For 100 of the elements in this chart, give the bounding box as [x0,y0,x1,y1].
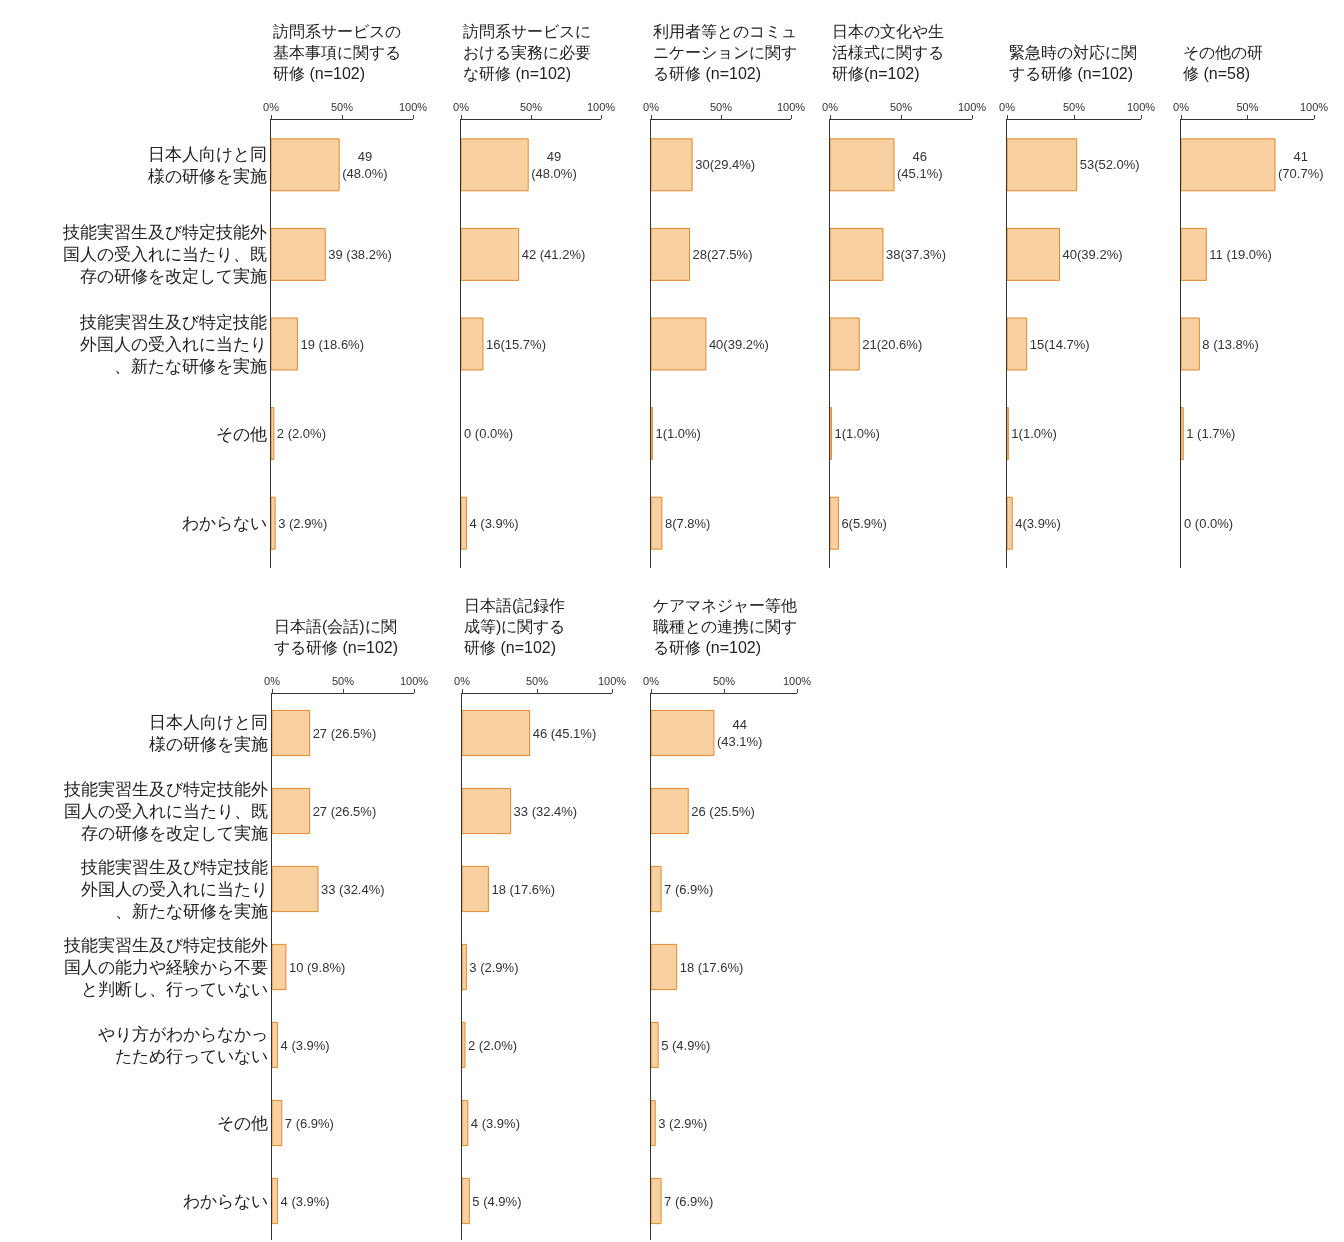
data-label: 4 (3.9%) [469,515,519,531]
x-tick-label: 50% [889,100,913,113]
data-label: 30(29.4%) [695,157,756,173]
x-tick-label: 100% [957,100,987,113]
chart-title: 日本語(会話)に関する研修 (n=102) [274,618,399,656]
data-label: 0 (0.0%) [464,426,514,442]
x-tick-label: 100% [398,100,428,113]
data-label: 4 (3.9%) [470,1115,520,1131]
bar [651,709,715,757]
bar [651,317,707,371]
x-tick-label: 100% [399,674,429,687]
x-tick-label: 100% [782,674,812,687]
data-label: 49 (48.0%) [531,148,577,181]
data-label: 4 (3.9%) [280,1037,330,1053]
y-tick-label: やり方がわからなかったため行っていない [97,1024,268,1066]
data-label: 5 (4.9%) [472,1193,522,1209]
bar [1181,317,1200,371]
data-label: 18 (17.6%) [679,959,744,975]
chart-title: ケアマネジャー等他職種との連携に関する研修 (n=102) [653,597,797,656]
bar [272,943,287,991]
x-tick-label: 100% [1299,100,1329,113]
bar [651,787,689,835]
x-tick-label: 0% [264,674,281,687]
data-label: 1 (1.7%) [1186,426,1236,442]
chart-title: 利用者等とのコミュニケーションに関する研修 (n=102) [653,23,797,82]
x-tick-label: 50% [1062,100,1086,113]
y-tick-label: その他 [216,1113,268,1133]
x-tick-label: 0% [1173,100,1190,113]
data-label: 28(27.5%) [692,246,753,262]
bar [271,407,275,461]
bar [651,1177,662,1225]
x-tick-label: 100% [586,100,616,113]
data-label: 18 (17.6%) [491,881,555,897]
data-label: 4 (3.9%) [280,1193,330,1209]
data-label: 5 (4.9%) [661,1037,711,1053]
x-tick-label: 50% [519,100,543,113]
x-tick-label: 100% [597,674,627,687]
bar [462,1177,470,1225]
data-label: 1(1.0%) [655,426,701,442]
x-tick-label: 50% [712,674,736,687]
data-label: 26 (25.5%) [691,803,755,819]
y-tick-label: 技能実習生及び特定技能外国人の受入れに当たり、既存の研修を改定して実施 [61,223,267,287]
data-label: 49 (48.0%) [342,148,388,181]
bar [462,943,467,991]
bar [462,865,489,913]
data-label: 44 (43.1%) [716,717,763,749]
chart-title: 訪問系サービスの基本事項に関する研修 (n=102) [273,23,401,82]
x-tick-label: 0% [643,100,660,113]
x-tick-label: 0% [999,100,1016,113]
chart-title: 日本の文化や生活様式に関する研修(n=102) [832,23,944,82]
x-tick-label: 50% [331,674,355,687]
data-label: 39 (38.2%) [328,246,392,262]
x-tick-label: 50% [1236,100,1259,113]
bar [830,138,895,192]
data-label: 3 (2.9%) [278,515,328,531]
y-tick-label: わからない [181,514,267,534]
y-tick-label: わからない [182,1191,268,1211]
chart-title: その他の研修 (n=58) [1183,44,1263,82]
bar [651,1099,656,1147]
data-label: 0 (0.0%) [1184,515,1234,531]
data-label: 2 (2.0%) [276,426,326,442]
data-label: 1(1.0%) [834,426,880,442]
bar [461,496,467,550]
bar [1007,317,1028,371]
y-tick-label: 技能実習生及び特定技能外国人の受入れに当たり、新たな研修を実施 [78,312,267,377]
bar [271,496,276,550]
y-tick-label: 日本人向けと同様の研修を実施 [147,144,267,186]
bar [272,1177,279,1225]
x-tick-label: 50% [330,100,354,113]
data-label: 27 (26.5%) [312,725,377,741]
bar [461,138,529,192]
data-label: 3 (2.9%) [469,959,519,975]
bar [462,787,512,835]
x-tick-label: 100% [776,100,806,113]
data-label: 4(3.9%) [1015,515,1061,531]
data-label: 42 (41.2%) [521,246,586,262]
data-label: 16(15.7%) [485,336,546,352]
bar [651,943,678,991]
bar [461,317,484,371]
x-tick-label: 0% [643,674,660,687]
data-label: 11 (19.0%) [1209,246,1272,262]
bar [272,787,311,835]
data-label: 3 (2.9%) [658,1115,708,1131]
y-tick-label: 技能実習生及び特定技能外国人の受入れに当たり、新たな研修を実施 [79,857,268,922]
data-label: 46 (45.1%) [897,148,943,181]
data-label: 40(39.2%) [1062,246,1123,262]
bar [1007,496,1013,550]
bar [651,227,690,281]
bar [272,1021,279,1069]
bar [651,865,662,913]
bar [271,138,340,192]
x-tick-label: 0% [822,100,839,113]
data-label: 46 (45.1%) [532,725,597,741]
x-tick-label: 0% [453,100,470,113]
y-tick-label: 技能実習生及び特定技能外国人の能力や経験から不要と判断し、行っていない [62,935,268,1000]
bar [272,1099,283,1147]
data-label: 33 (32.4%) [321,881,385,897]
data-label: 6(5.9%) [841,515,887,531]
bar [830,496,839,550]
bar [651,496,663,550]
